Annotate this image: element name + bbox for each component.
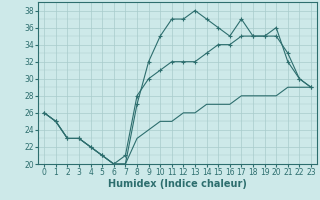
X-axis label: Humidex (Indice chaleur): Humidex (Indice chaleur) [108, 179, 247, 189]
